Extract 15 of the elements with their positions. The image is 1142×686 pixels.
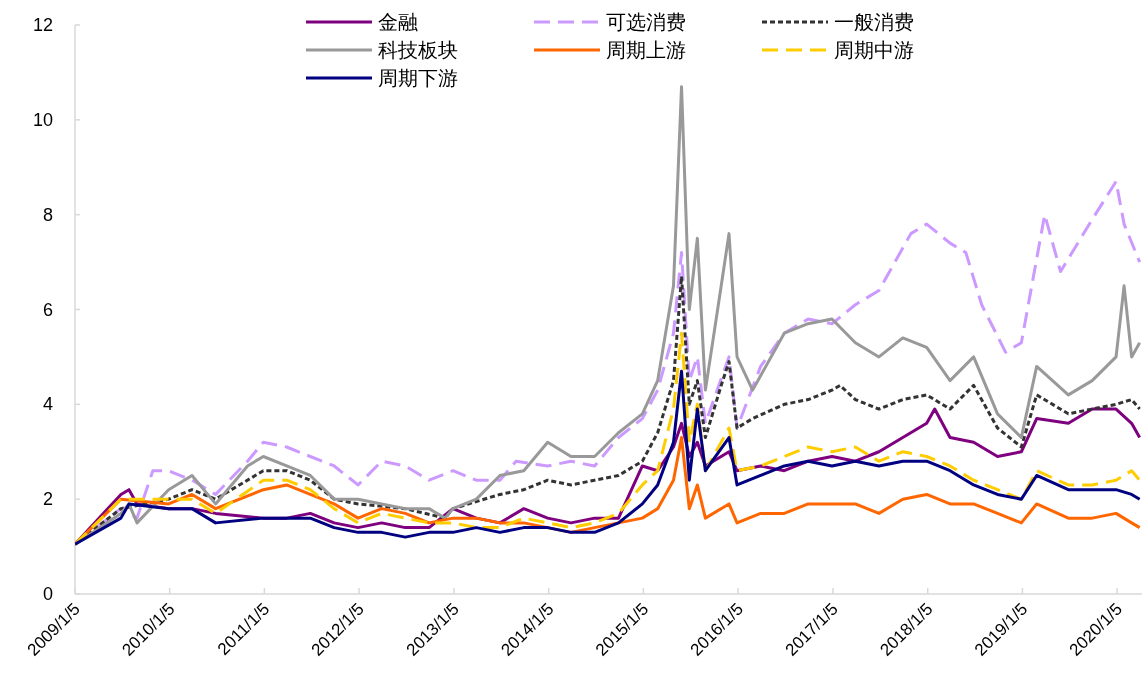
legend-label: 周期中游 [834, 38, 914, 62]
y-tick-label: 0 [42, 584, 53, 604]
legend-label: 周期上游 [606, 38, 686, 62]
y-tick-label: 8 [42, 204, 53, 225]
y-tick-label: 2 [42, 489, 53, 510]
legend-label: 金融 [378, 10, 418, 34]
y-tick-label: 12 [32, 15, 53, 35]
line-series [75, 369, 1142, 546]
y-tick-label: 4 [42, 394, 53, 415]
legend-label: 科技板块 [378, 38, 458, 62]
legend-label: 一般消费 [834, 10, 914, 34]
legend-label: 可选消费 [606, 10, 686, 34]
legend-label: 周期下游 [378, 66, 458, 90]
y-tick-label: 6 [42, 299, 53, 320]
y-tick-label: 10 [32, 109, 53, 130]
